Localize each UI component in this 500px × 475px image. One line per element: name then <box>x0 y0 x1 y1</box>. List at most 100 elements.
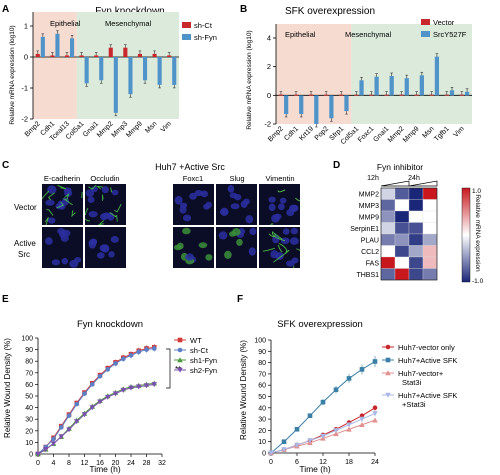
panel-a-y-tick-label: 1 <box>24 22 28 31</box>
nucleus <box>245 215 254 224</box>
panel-b-bar <box>399 94 404 96</box>
heatmap-cell <box>380 222 396 235</box>
micrograph-e-cadherin-vector <box>42 184 83 225</box>
membrane-stain <box>47 192 55 201</box>
panel-b-bar <box>284 95 289 114</box>
panel-b-mesenchymal-label: Mesenchymal <box>345 30 392 39</box>
panel-a-bar <box>152 53 157 57</box>
heatmap-cell <box>394 210 410 223</box>
membrane-stain <box>63 198 73 206</box>
panel-e-x-tick-label: 8 <box>67 460 71 467</box>
panel-e-marker <box>66 427 72 433</box>
panel-c-col-foxc1: Foxc1 <box>183 174 203 183</box>
membrane-stain <box>46 209 54 216</box>
panel-f-ylabel: Relative Wound Density (%) <box>239 340 248 440</box>
heatmap-cell <box>408 245 424 258</box>
membrane-stain <box>85 218 90 222</box>
micrograph-vimentin-active-src <box>259 227 300 268</box>
panel-e-y-tick-label: 30 <box>25 417 33 424</box>
panel-a-y-tick-label: -1 <box>21 84 28 93</box>
panel-b-bar <box>293 94 299 96</box>
panel-b-category-label: Tgfb1 <box>433 125 451 143</box>
panel-f-legend-label: Huh7+Active SFK <box>398 356 457 365</box>
panel-f-x-tick-label: 0 <box>269 459 273 466</box>
panel-a-letter: A <box>2 4 9 15</box>
panel-b-bar-chart: SFK overexpression Epithelial Mesenchyma… <box>246 6 472 146</box>
heatmap-row-label: MMP9 <box>359 214 379 221</box>
panel-e-y-tick-label: 60 <box>25 382 33 389</box>
panel-f-title: SFK overexpression <box>277 319 363 330</box>
panel-a-bar <box>172 57 177 85</box>
panel-e-marker <box>151 346 157 351</box>
heatmap-row-label: MMP2 <box>359 191 379 198</box>
panel-e-x-tick-label: 0 <box>36 460 40 467</box>
panel-e-marker <box>58 425 64 430</box>
nucleus <box>88 240 97 249</box>
heatmap-cell <box>380 268 396 281</box>
nucleus <box>88 210 98 218</box>
nucleus <box>87 196 95 203</box>
panel-f-x-tick-label: 12 <box>319 459 327 466</box>
panel-f-marker <box>333 431 339 437</box>
panel-e-legend-label: sh2-Fyn <box>190 366 217 375</box>
membrane-stain <box>110 187 113 193</box>
panel-b-ylabel: Relative mRNA expression (log10) <box>246 30 253 129</box>
heatmap-cell <box>394 233 410 246</box>
heatmap-cell <box>394 268 410 281</box>
panel-b-bar <box>449 90 455 96</box>
panel-a-bar <box>99 57 104 81</box>
heatmap-cell <box>394 256 410 269</box>
heatmap-row-label: PLAU <box>361 237 379 244</box>
nucleus <box>189 192 197 200</box>
panel-a-y-tick-label: -2 <box>21 115 28 124</box>
heatmap-cell <box>380 199 396 212</box>
membrane-stain <box>98 220 105 225</box>
panel-c-letter: C <box>2 160 9 171</box>
heatmap-cell <box>422 245 438 258</box>
heatmap-cell <box>408 256 424 269</box>
fiber-stain <box>293 265 295 268</box>
legend-swatch-srcy527f <box>421 31 430 37</box>
nucleus <box>282 228 290 235</box>
membrane-stain <box>44 217 49 225</box>
panel-a-mesenchymal-label: Mesenchymal <box>105 19 152 28</box>
panel-e-marker <box>128 385 134 391</box>
panel-e-legend-marker <box>177 367 183 373</box>
panel-e-marker <box>128 353 134 358</box>
panel-f-marker <box>372 359 378 364</box>
panel-d-time-12h: 12h <box>367 175 379 182</box>
fiber-stain <box>277 244 283 253</box>
panel-b-bar <box>374 76 379 96</box>
panel-f-legend-label: Huh7-vector+ Stat3i <box>398 369 444 387</box>
panel-a-category-label: Msn <box>144 120 158 134</box>
panel-d-colorbar <box>461 187 471 283</box>
fiber-stain <box>295 197 300 202</box>
nucleus <box>179 205 187 214</box>
nucleus <box>218 231 228 240</box>
nucleus <box>280 237 290 245</box>
nucleus <box>62 229 71 237</box>
membrane-stain <box>114 214 118 222</box>
legend-label-srcy527f: SrcY527F <box>433 30 467 39</box>
panel-e-legend-label: WT <box>190 336 202 345</box>
panel-a-bar <box>128 57 133 95</box>
heatmap-cell <box>380 187 396 200</box>
heatmap-row-label: FAS <box>366 260 380 267</box>
panel-e-letter: E <box>2 294 9 305</box>
panel-e-y-tick-label: 40 <box>25 405 33 412</box>
panel-f-marker <box>359 367 365 372</box>
panel-b-bar <box>278 94 284 96</box>
panel-b-category-label: Cdh1 <box>283 125 300 142</box>
panel-f-marker <box>281 439 287 444</box>
panel-b-category-label: Mmp9 <box>402 125 421 144</box>
panel-a-bar <box>70 38 75 57</box>
nucleus <box>102 212 112 219</box>
panel-f-marker <box>359 421 365 428</box>
panel-a-bar <box>94 55 99 57</box>
panel-e-marker <box>50 441 57 447</box>
nucleus <box>111 189 119 196</box>
nucleus <box>268 196 276 203</box>
membrane-stain <box>109 212 117 218</box>
heatmap-cell <box>422 233 438 246</box>
panel-f-marker <box>346 376 352 381</box>
